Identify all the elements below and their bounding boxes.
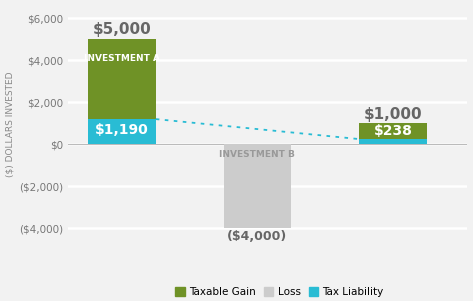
Text: $5,000: $5,000: [93, 22, 151, 37]
Bar: [88, 39, 156, 144]
Y-axis label: ($) DOLLARS INVESTED: ($) DOLLARS INVESTED: [6, 71, 15, 177]
Text: $1,190: $1,190: [95, 123, 149, 138]
Legend: Taxable Gain, Loss, Tax Liability: Taxable Gain, Loss, Tax Liability: [175, 287, 384, 297]
Bar: [88, 119, 156, 144]
Text: $1,000: $1,000: [364, 107, 422, 122]
Bar: [359, 123, 427, 144]
Text: ($4,000): ($4,000): [228, 230, 288, 243]
Bar: [224, 144, 291, 228]
Text: $238: $238: [374, 124, 412, 138]
Text: INVESTMENT A: INVESTMENT A: [84, 54, 160, 63]
Text: INVESTMENT B: INVESTMENT B: [219, 150, 295, 159]
Bar: [359, 139, 427, 144]
